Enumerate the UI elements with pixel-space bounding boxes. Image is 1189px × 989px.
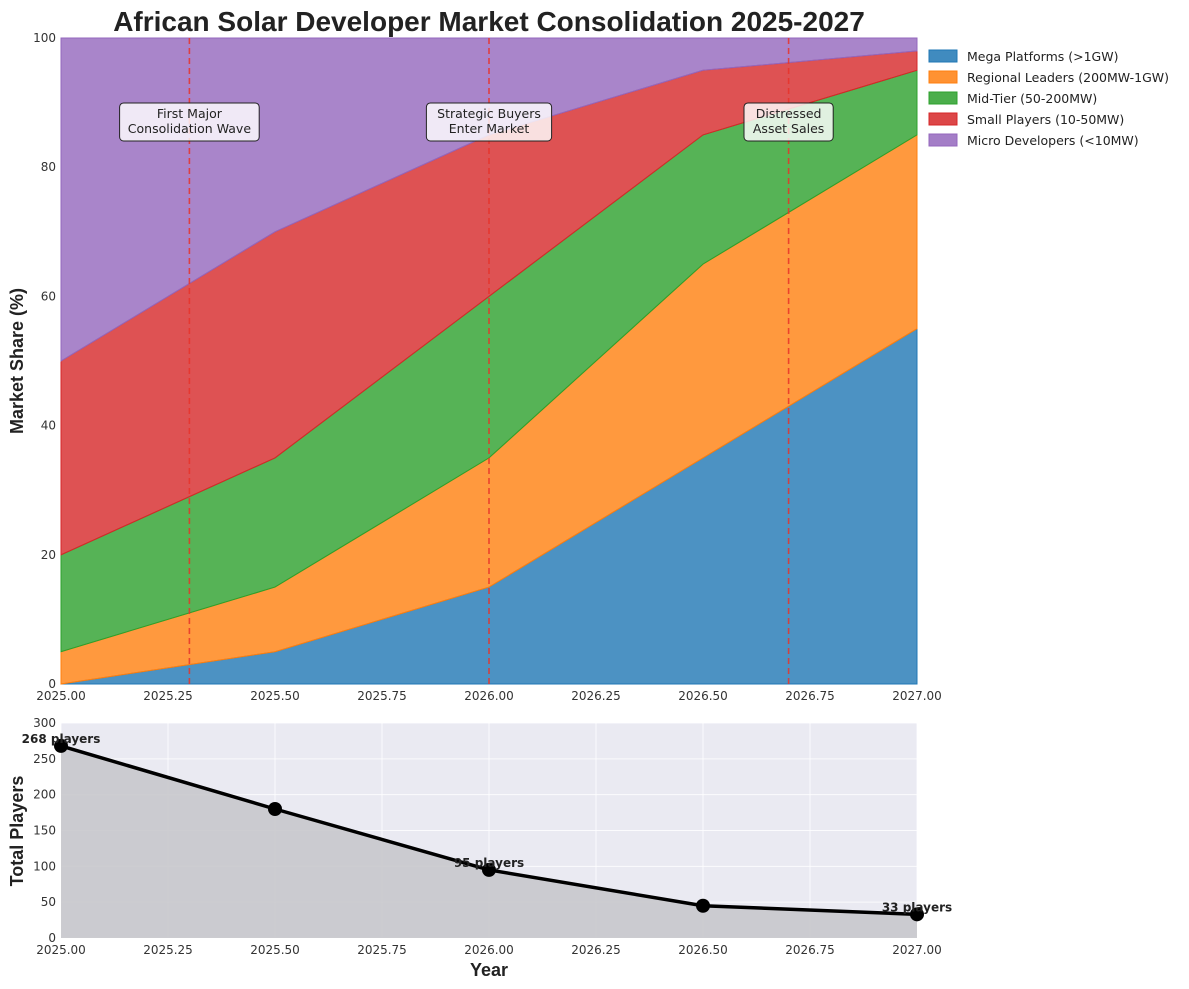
bottom-y-tick-label: 200 (33, 788, 56, 802)
top-y-tick-label: 60 (41, 289, 56, 303)
bottom-x-tick-label: 2025.00 (36, 943, 86, 957)
players-point-4 (910, 907, 924, 922)
bottom-x-tick-label: 2025.25 (143, 943, 193, 957)
legend-swatch-1 (928, 70, 958, 84)
top-x-tick-label: 2027.00 (892, 689, 942, 703)
bottom-y-tick-label: 50 (41, 895, 56, 909)
legend-swatch-3 (928, 112, 958, 126)
annotation-text: Strategic Buyers (437, 106, 541, 121)
area-series-4 (60, 37, 918, 362)
bottom-x-tick-label: 2026.75 (785, 943, 835, 957)
bottom-y-tick-label: 250 (33, 752, 56, 766)
top-y-axis-label: Market Share (%) (7, 288, 27, 434)
bottom-y-tick-label: 100 (33, 859, 56, 873)
chart-title: African Solar Developer Market Consolida… (113, 6, 865, 37)
players-data-label-0: 268 players (22, 732, 101, 746)
top-y-tick-label: 40 (41, 419, 56, 433)
annotation-text: First Major (157, 106, 223, 121)
legend-label-4: Micro Developers (<10MW) (967, 133, 1139, 148)
legend-swatch-2 (928, 91, 958, 105)
bottom-x-tick-label: 2026.50 (678, 943, 728, 957)
legend-label-0: Mega Platforms (>1GW) (967, 49, 1118, 64)
bottom-x-tick-label: 2027.00 (892, 943, 942, 957)
bottom-y-tick-label: 300 (33, 716, 56, 730)
top-x-tick-label: 2026.00 (464, 689, 514, 703)
legend: Mega Platforms (>1GW) Regional Leaders (2… (928, 49, 1169, 148)
top-x-tick-label: 2025.25 (143, 689, 193, 703)
annotation-text: Enter Market (449, 121, 530, 136)
top-y-tick-label: 20 (41, 548, 56, 562)
top-y-tick-label: 0 (48, 677, 56, 691)
bottom-x-axis-label: Year (470, 960, 508, 980)
annotation-text: Asset Sales (753, 121, 824, 136)
legend-label-1: Regional Leaders (200MW-1GW) (967, 70, 1169, 85)
players-point-1 (268, 802, 282, 816)
annotation-text: Distressed (756, 106, 822, 121)
players-point-3 (696, 898, 710, 913)
players-data-label-1: 95 players (454, 856, 524, 870)
top-x-tick-label: 2025.75 (357, 689, 407, 703)
legend-swatch-0 (928, 49, 958, 63)
top-x-tick-label: 2026.50 (678, 689, 728, 703)
total-players-plot: 268 players 95 players 33 players 2025.00 20… (22, 716, 953, 957)
bottom-y-tick-label: 150 (33, 824, 56, 838)
legend-label-2: Mid-Tier (50-200MW) (967, 91, 1097, 106)
top-x-tick-label: 2026.25 (571, 689, 621, 703)
bottom-x-tick-label: 2025.75 (357, 943, 407, 957)
top-x-tick-label: 2026.75 (785, 689, 835, 703)
market-share-plot: 2025.00 2025.25 2025.50 2025.75 2026.00 2026.… (33, 31, 942, 703)
top-x-tick-label: 2025.50 (250, 689, 300, 703)
bottom-x-tick-label: 2025.50 (250, 943, 300, 957)
annotation-box (425, 102, 553, 142)
players-point-0 (54, 738, 68, 753)
legend-label-3: Small Players (10-50MW) (967, 112, 1124, 127)
legend-swatch-4 (928, 133, 958, 147)
top-y-tick-label: 80 (41, 160, 56, 174)
annotation-box (743, 102, 834, 142)
annotation-box (119, 102, 260, 142)
bottom-x-tick-label: 2026.00 (464, 943, 514, 957)
top-y-tick-label: 100 (33, 31, 56, 45)
players-point-2 (482, 862, 496, 877)
players-data-label-2: 33 players (882, 900, 952, 914)
annotation-text: Consolidation Wave (128, 121, 252, 136)
bottom-x-tick-label: 2026.25 (571, 943, 621, 957)
bottom-y-tick-label: 0 (48, 931, 56, 945)
top-x-tick-label: 2025.00 (36, 689, 86, 703)
bottom-y-axis-label: Total Players (7, 776, 27, 887)
players-fill (61, 745, 917, 938)
